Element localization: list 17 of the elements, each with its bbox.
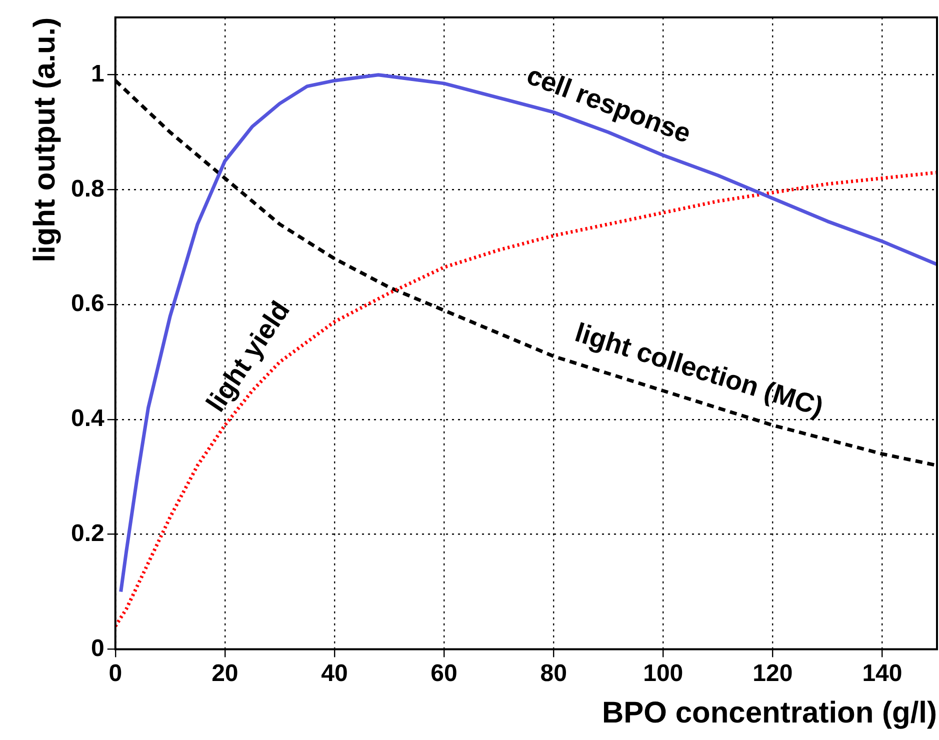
y-tick-label: 0.4 — [70, 405, 106, 432]
x-axis-title: BPO concentration (g/l) — [602, 696, 937, 730]
y-tick-label: 0.8 — [70, 175, 104, 202]
x-tick-label: 140 — [862, 660, 902, 688]
x-tick-label: 0 — [108, 660, 122, 688]
y-axis-title: light output (a.u.) — [28, 17, 62, 262]
x-tick-label: 80 — [540, 660, 567, 688]
y-tick-label: 1 — [91, 60, 104, 88]
x-tick-label: 40 — [321, 660, 348, 688]
x-tick-label: 100 — [643, 660, 684, 688]
x-tick-label: 120 — [752, 660, 793, 688]
line-series — [115, 170, 937, 628]
y-tick-label: 0 — [91, 634, 104, 662]
y-tick-label: 0.6 — [70, 290, 104, 318]
y-tick-label: 0.2 — [70, 520, 104, 547]
x-tick-label: 20 — [212, 660, 238, 688]
x-tick-label: 60 — [430, 660, 458, 688]
